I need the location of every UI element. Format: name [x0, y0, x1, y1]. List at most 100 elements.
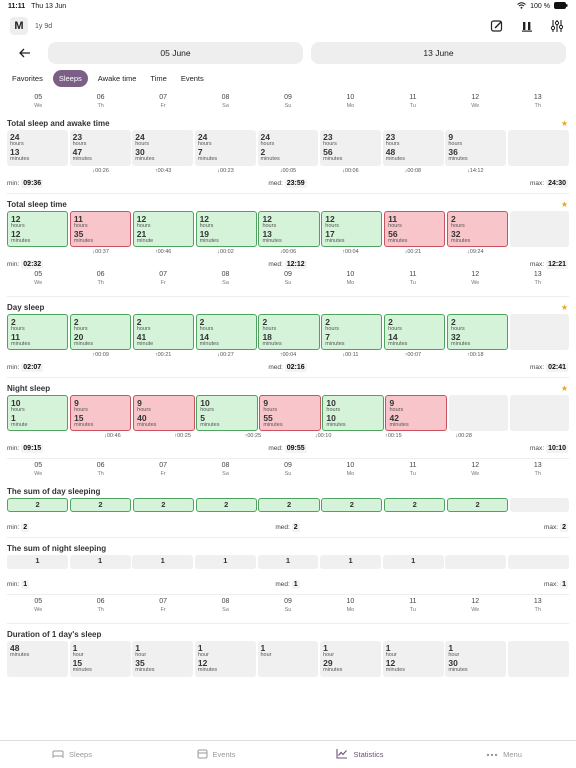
stats-row: min: 1 med: 1 max: 1	[7, 577, 569, 591]
day-value-cell[interactable]: 1 hour 15 minutes	[69, 641, 131, 677]
tab-time[interactable]: Time	[150, 73, 167, 83]
count-cell[interactable]: 2	[321, 498, 383, 512]
day-value-cell[interactable]: 10 hours 10 minutes	[322, 395, 384, 431]
stat-min: min: 2	[7, 522, 194, 532]
day-value-cell[interactable]: 9 hours 36 minutes	[445, 130, 507, 166]
favorite-star-icon[interactable]: ★	[560, 119, 568, 128]
divider	[7, 377, 569, 378]
stat-max-label: max:	[530, 179, 545, 187]
day-value-cell[interactable]: 24 hours 30 minutes	[132, 130, 194, 166]
day-value-cell[interactable]: 2 hours 41 minute	[132, 314, 194, 350]
day-value-cell[interactable]: 23 hours 56 minutes	[320, 130, 382, 166]
day-value-cell[interactable]: 1 hour	[257, 641, 319, 677]
day-value-cell[interactable]: 1 hour 12 minutes	[194, 641, 256, 677]
count-cell[interactable]: 1	[382, 555, 444, 569]
day-value-cell[interactable]: 10 hours 1 minute	[7, 395, 69, 431]
favorite-star-icon[interactable]: ★	[560, 303, 568, 312]
day-value-cell[interactable]: 12 hours 13 minutes	[258, 211, 320, 247]
day-value-cell[interactable]: 2 hours 32 minutes	[447, 314, 509, 350]
date-range-row: 05 June 13 June	[0, 40, 576, 65]
bar-chart-icon[interactable]	[520, 19, 534, 33]
stat-median-value: 1	[291, 579, 300, 589]
day-value-cell[interactable]: 9 hours 55 minutes	[259, 395, 321, 431]
stat-section: Night sleep ★ 10 hours 1 minute 9 hours 15 minute…	[0, 381, 576, 455]
day-value-cell[interactable]: 24 hours 2 minutes	[257, 130, 319, 166]
count-cell[interactable]: 1	[132, 555, 194, 569]
tab-sleeps[interactable]: Sleeps	[52, 69, 88, 87]
count-cell[interactable]: 2	[258, 498, 320, 512]
count-cell[interactable]: 2	[447, 498, 509, 512]
day-value-cell[interactable]: 2 hours 14 minutes	[384, 314, 446, 350]
day-value-cell[interactable]: 10 hours 5 minutes	[196, 395, 258, 431]
stat-min-label: min:	[7, 580, 20, 588]
count-cell[interactable]: 1	[69, 555, 131, 569]
nav-menu[interactable]: Menu	[432, 750, 576, 759]
day-value-cell[interactable]: 2 hours 7 minutes	[321, 314, 383, 350]
day-value-cell[interactable]: 9 hours 40 minutes	[133, 395, 195, 431]
day-value-cell[interactable]: 23 hours 47 minutes	[69, 130, 131, 166]
day-value-cell[interactable]: 2 hours 11 minutes	[7, 314, 69, 350]
day-value-cell[interactable]: 11 hours 35 minutes	[69, 211, 132, 247]
day-cells: 48 minutes 1 hour 15 minutes 1 hour 35 minutes 1 ho…	[7, 641, 569, 677]
minutes-value: 20	[73, 332, 84, 342]
day-header: 09 Su	[257, 462, 319, 484]
tab-events[interactable]: Events	[180, 73, 204, 83]
day-value-cell[interactable]: 48 minutes	[7, 641, 68, 677]
edit-icon[interactable]	[490, 19, 504, 33]
count-cell[interactable]: 2	[132, 498, 194, 512]
day-value-cell[interactable]: 1 hour 35 minutes	[132, 641, 194, 677]
count-cell[interactable]: 1	[7, 555, 68, 569]
status-bar: 11:11 Thu 13 Jun 100 %	[0, 0, 576, 13]
count-cell[interactable]: 2	[69, 498, 132, 512]
minutes-value: 13	[10, 147, 20, 157]
day-value-cell[interactable]: 2 hours 18 minutes	[258, 314, 320, 350]
hours-unit: hours	[451, 223, 465, 229]
count-cell[interactable]: 1	[194, 555, 256, 569]
stat-median: med: 12:12	[194, 259, 381, 269]
day-value-cell[interactable]: 1 hour 12 minutes	[382, 641, 444, 677]
nav-statistics[interactable]: Statistics	[288, 748, 432, 761]
day-number: 06	[96, 94, 105, 101]
day-value-cell[interactable]: 2 hours 32 minutes	[447, 211, 509, 247]
day-value-cell[interactable]: 24 hours 7 minutes	[194, 130, 256, 166]
day-value-cell[interactable]: 2 hours 14 minutes	[195, 314, 257, 350]
count-cell[interactable]: 1	[320, 555, 382, 569]
day-value-cell[interactable]: 1 hour 30 minutes	[445, 641, 507, 677]
day-value-cell[interactable]: 9 hours 42 minutes	[385, 395, 447, 431]
day-value-cell[interactable]: 9 hours 15 minutes	[70, 395, 132, 431]
date-from-button[interactable]: 05 June	[48, 41, 303, 64]
nav-sleeps[interactable]: Sleeps	[0, 749, 144, 760]
favorite-star-icon[interactable]: ★	[560, 384, 568, 393]
hours-value: 2	[262, 317, 268, 327]
day-value-cell[interactable]: 1 hour 29 minutes	[320, 641, 382, 677]
count-cell[interactable]: 2	[7, 498, 69, 512]
date-to-button[interactable]: 13 June	[311, 41, 566, 64]
day-value-cell[interactable]: 12 hours 17 minutes	[321, 211, 383, 247]
hours-unit: hours	[325, 326, 340, 332]
filter-sliders-icon[interactable]	[550, 19, 564, 33]
tab-awake-time[interactable]: Awake time	[97, 73, 137, 83]
day-header: 11 Tu	[382, 271, 444, 293]
day-value-cell[interactable]: 12 hours 19 minutes	[195, 211, 257, 247]
tab-favorites[interactable]: Favorites	[12, 73, 43, 83]
day-value-cell[interactable]: 2 hours 20 minutes	[69, 314, 132, 350]
day-value-cell[interactable]: 23 hours 48 minutes	[382, 130, 444, 166]
diff-value: ↓09:24	[467, 249, 484, 255]
favorite-star-icon[interactable]: ★	[560, 200, 568, 209]
count-cell[interactable]: 1	[257, 555, 319, 569]
status-right: 100 %	[517, 2, 568, 11]
count-cell[interactable]: 2	[195, 498, 257, 512]
back-arrow-icon[interactable]	[10, 45, 40, 61]
stat-max-value: 10:10	[546, 443, 568, 453]
day-value-cell[interactable]: 12 hours 12 minutes	[7, 211, 69, 247]
nav-events[interactable]: Events	[144, 748, 288, 761]
avatar[interactable]: M	[10, 17, 28, 35]
day-value-cell[interactable]: 11 hours 56 minutes	[384, 211, 446, 247]
day-value-cell[interactable]: 24 hours 13 minutes	[7, 130, 68, 166]
day-value-cell[interactable]: 12 hours 21 minute	[132, 211, 194, 247]
count-cell[interactable]: 2	[384, 498, 446, 512]
minutes-unit: minutes	[388, 341, 408, 347]
stat-median: med: 1	[194, 579, 381, 589]
statistics-scroll[interactable]: 05 We 06 Th 07 Fr 08 Sa 09 Su 10 Mo 11 Tu 12 We 13 Th Tota…	[0, 94, 576, 738]
minutes-unit: minutes	[262, 341, 282, 347]
